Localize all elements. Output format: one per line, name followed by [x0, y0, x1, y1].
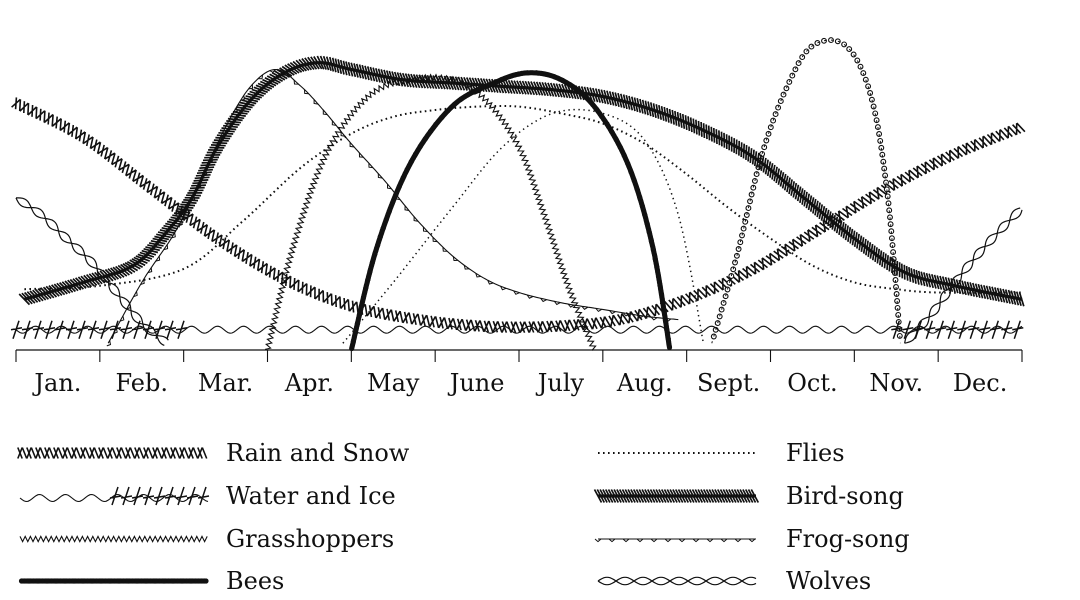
legend-swatch-frog-song: [594, 538, 756, 543]
tick-label-nov: Nov.: [869, 369, 923, 397]
legend-water-and-ice: Water and Ice: [19, 482, 396, 510]
series-rain-and-snow: [11, 97, 1026, 334]
legend-label-grasshoppers: Grasshoppers: [226, 525, 394, 553]
legend-swatch-wolves: [597, 576, 757, 586]
legend-rain-and-snow: Rain and Snow: [17, 439, 410, 467]
legend-label-rain-and-snow: Rain and Snow: [226, 439, 410, 467]
tick-label-apr: Apr.: [284, 369, 334, 397]
tick-label-dec: Dec.: [953, 369, 1008, 397]
series-bees: [349, 70, 673, 352]
month-labels: Jan. Feb. Mar. Apr. May June July Aug. Sept. Oct.…: [31, 369, 1007, 397]
legend-label-flies: Flies: [786, 439, 845, 467]
legend-swatch-water-and-ice: [19, 486, 210, 506]
legend-flies: Flies: [598, 439, 845, 467]
tick-label-july: July: [535, 369, 585, 397]
legend-bird-song: Bird-song: [593, 482, 904, 510]
tick-label-may: May: [367, 369, 420, 397]
tick-label-mar: Mar.: [198, 369, 253, 397]
legend-label-water-and-ice: Water and Ice: [226, 482, 396, 510]
series-bird-song: [18, 55, 1025, 307]
legend-swatch-bird-song: [593, 489, 760, 503]
tick-label-aug: Aug.: [616, 369, 673, 397]
legend-label-bird-song: Bird-song: [786, 482, 904, 510]
series-grasshoppers: [264, 73, 597, 351]
series-crosses: [710, 37, 903, 344]
legend-wolves: Wolves: [597, 567, 871, 595]
series-layer: [10, 37, 1026, 352]
legend-bees: Bees: [18, 567, 284, 595]
tick-label-feb: Feb.: [115, 369, 168, 397]
x-axis: [15, 349, 1023, 362]
legend-swatch-rain-and-snow: [17, 447, 208, 459]
tick-label-sept: Sept.: [697, 369, 760, 397]
legend-grasshoppers: Grasshoppers: [19, 525, 394, 553]
series-wolves: [15, 197, 1023, 346]
legend-label-frog-song: Frog-song: [786, 525, 910, 553]
tick-label-jan: Jan.: [31, 369, 81, 397]
legend-label-wolves: Wolves: [786, 567, 871, 595]
legend: Rain and Snow Water and Ice Grasshoppers…: [17, 439, 910, 595]
tick-label-oct: Oct.: [787, 369, 837, 397]
legend-swatch-grasshoppers: [19, 535, 208, 543]
legend-frog-song: Frog-song: [594, 525, 910, 553]
legend-label-bees: Bees: [226, 567, 284, 595]
tick-label-june: June: [447, 369, 505, 397]
